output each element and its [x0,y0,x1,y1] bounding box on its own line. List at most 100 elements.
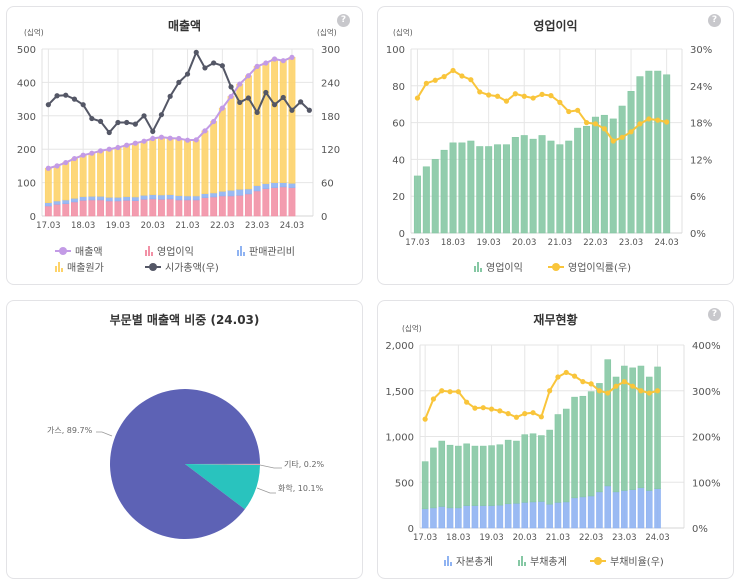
bar-판매관리비 [184,195,191,201]
bar-부채총계 [612,376,620,493]
unit-label: (십억) [393,28,413,37]
bar-매출원가 [53,165,61,202]
bar-부채총계 [645,376,653,491]
bar-부채총계 [562,408,570,503]
bar-자본총계 [446,507,454,529]
bar-매출원가 [62,162,70,201]
legend-item-sga[interactable]: 판매관리비 [237,243,295,258]
bar-자본총계 [430,507,437,529]
point-부채비율(우) [439,388,445,394]
x-tick-label: 17.03 [36,221,60,231]
bar-부채총계 [579,395,587,498]
x-tick-label: 21.03 [175,221,199,231]
bar-매출원가 [218,107,226,192]
help-icon[interactable]: ? [708,14,721,27]
point-시가총액(우) [219,63,225,69]
bar-판매관리비 [62,199,70,204]
x-tick-label: 18.03 [71,221,95,231]
legend-label: 영업이익 [157,247,194,258]
bar-판매관리비 [105,196,113,202]
pie-label-other: 기타, 0.2% [284,460,325,469]
point-매출액 [254,63,260,69]
line-marker-icon [55,246,71,256]
unit-label: (십억) [317,28,337,37]
legend-item-operating-margin[interactable]: 영업이익률(우) [548,259,631,274]
bar-판매관리비 [140,194,148,200]
help-icon[interactable]: ? [337,14,350,27]
point-부채비율(우) [588,381,594,387]
bar-chart-icon [55,261,63,272]
legend-item-total-liabilities[interactable]: 부채총계 [518,553,567,568]
legend-item-total-equity[interactable]: 자본총계 [444,553,493,568]
point-영업이익률(우) [432,77,438,83]
line-marker-icon [590,556,606,566]
point-매출액 [289,54,295,60]
bar-부채총계 [513,440,520,504]
bar-자본총계 [604,485,612,529]
point-영업이익률(우) [664,119,670,125]
bar-자본총계 [513,502,520,529]
x-tick-label: 20.03 [512,238,536,248]
bar-판매관리비 [44,202,52,207]
point-시가총액(우) [106,129,112,136]
legend-label: 영업이익률(우) [568,263,632,274]
point-영업이익률(우) [592,121,599,127]
bar-매출원가 [158,136,165,196]
bar-영업이익 [627,91,635,234]
legend-item-debt-ratio[interactable]: 부채비율(우) [590,553,664,568]
x-tick-label: 17.03 [405,238,429,248]
legend-item-sales[interactable]: 매출액 [55,243,103,258]
bar-매출원가 [271,58,278,183]
x-tick-label: 19.03 [106,221,130,231]
bar-매출원가 [114,147,122,198]
point-부채비율(우) [638,388,644,394]
bar-매출원가 [192,139,200,197]
point-시가총액(우) [115,119,121,126]
bar-자본총계 [529,501,537,529]
bar-매출원가 [227,96,235,191]
point-매출액 [228,93,234,100]
x-tick-label: 19.03 [476,238,500,248]
point-영업이익률(우) [494,93,501,99]
bar-영업이익 [538,135,546,234]
point-부채비율(우) [646,390,652,396]
bar-영업이익 [131,200,139,217]
unit-label: (십억) [402,324,422,333]
bar-부채총계 [538,435,545,502]
bar-영업이익 [574,127,582,234]
point-영업이익률(우) [637,121,643,127]
bar-영업이익 [271,187,278,217]
x-tick-label: 22.03 [579,533,603,543]
point-부채비율(우) [447,389,453,395]
bar-판매관리비 [218,190,226,197]
point-부채비율(우) [630,383,636,389]
bar-영업이익 [166,198,174,217]
legend-item-operating-profit[interactable]: 영업이익 [474,259,523,274]
legend-item-market-cap[interactable]: 시가총액(우) [145,259,219,274]
bar-자본총계 [571,497,578,529]
point-시가총액(우) [150,128,156,134]
legend-item-operating-profit[interactable]: 영업이익 [145,243,194,258]
x-tick-label: 18.03 [441,238,465,248]
bar-부채총계 [479,445,487,506]
pie-slice-chemical [185,464,260,510]
y-right-tick-label: 30% [690,45,712,56]
point-매출액 [158,134,165,140]
help-icon[interactable]: ? [708,308,721,321]
x-tick-label: 24.03 [654,238,678,248]
bar-판매관리비 [279,182,287,188]
y-right-tick-label: 60 [321,179,334,190]
bar-영업이익 [476,146,484,234]
point-영업이익률(우) [539,91,545,97]
bar-판매관리비 [71,197,78,203]
bar-영업이익 [218,195,226,217]
bar-부채총계 [621,365,628,491]
legend-item-cogs[interactable]: 매출원가 [55,259,104,274]
bar-매출원가 [71,158,78,199]
bar-판매관리비 [210,192,218,198]
bar-판매관리비 [123,196,131,201]
bar-판매관리비 [79,196,87,201]
bar-chart-icon [444,555,452,566]
bar-영업이익 [645,70,653,234]
y-right-tick-label: 0% [690,229,706,240]
